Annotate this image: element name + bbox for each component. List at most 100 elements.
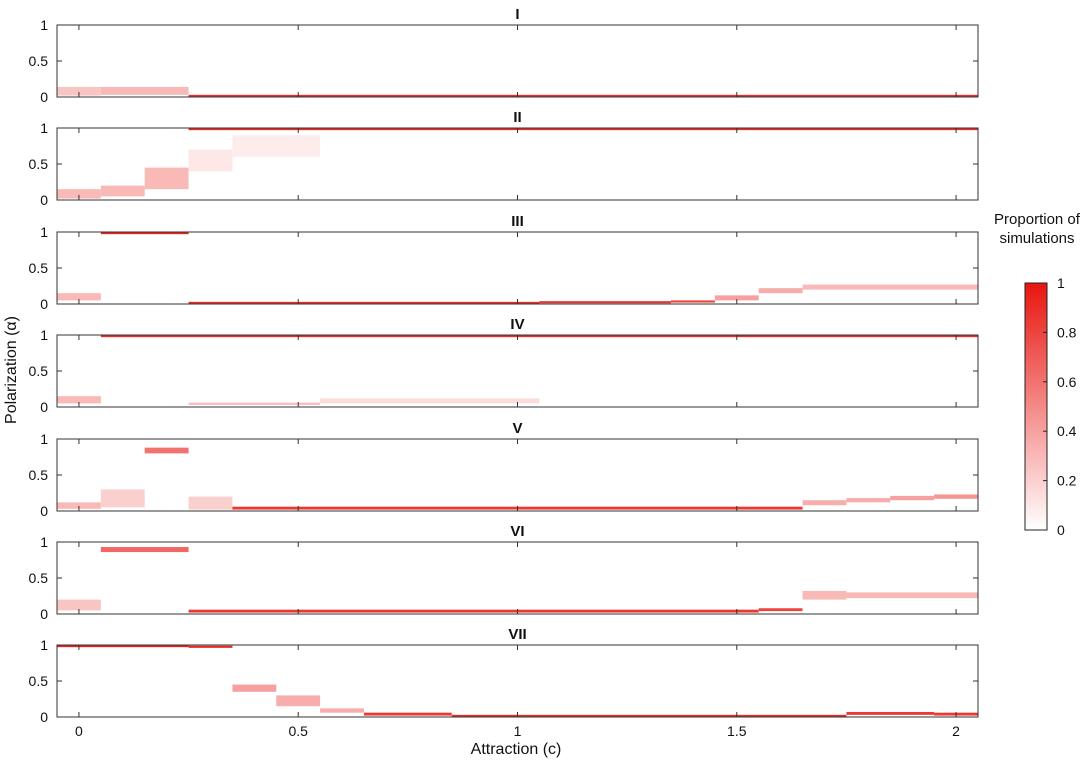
panel-3: III 0 0.5 1 bbox=[29, 213, 979, 312]
heat-cell bbox=[188, 128, 979, 131]
x-tick-label: 1 bbox=[514, 723, 522, 739]
heat-cell bbox=[232, 684, 277, 692]
y-tick-label: 0.5 bbox=[29, 570, 49, 586]
y-tick-label: 0 bbox=[40, 709, 48, 725]
heat-cell bbox=[188, 496, 233, 510]
heat-cell bbox=[846, 498, 891, 503]
panel-title: VI bbox=[510, 523, 524, 540]
heat-cell bbox=[100, 547, 189, 553]
y-tick-label: 0 bbox=[40, 89, 48, 105]
heat-cell bbox=[276, 695, 321, 707]
colorbar: 0 0.2 0.4 0.6 0.8 1 bbox=[1024, 275, 1077, 538]
panel-5: V 0 0.5 1 bbox=[29, 420, 979, 519]
heat-cell bbox=[320, 708, 364, 713]
heat-cell bbox=[100, 232, 189, 235]
heat-cell bbox=[802, 284, 978, 290]
heat-cell bbox=[890, 495, 935, 501]
panel-background bbox=[57, 645, 978, 717]
y-tick-label: 1 bbox=[40, 637, 48, 653]
heat-cell bbox=[57, 645, 189, 648]
y-tick-label: 1 bbox=[40, 431, 48, 447]
y-tick-label: 0.5 bbox=[29, 156, 49, 172]
y-tick-label: 1 bbox=[40, 120, 48, 136]
heat-cell bbox=[57, 599, 101, 611]
panel-title: V bbox=[512, 420, 522, 437]
x-tick-label: 0 bbox=[75, 723, 83, 739]
x-tick-label: 1.5 bbox=[727, 723, 747, 739]
panel-2: II 0 0.5 1 bbox=[29, 109, 979, 208]
colorbar-title: Proportion of simulations bbox=[994, 211, 1080, 247]
heat-cell bbox=[188, 149, 233, 172]
panel-background bbox=[57, 232, 978, 304]
x-tick-label: 2 bbox=[952, 723, 960, 739]
heat-cell bbox=[57, 86, 101, 96]
heat-cell bbox=[451, 714, 847, 717]
heat-cell bbox=[758, 288, 803, 294]
heat-cell bbox=[188, 94, 979, 97]
y-tick-label: 0 bbox=[40, 503, 48, 519]
panel-title: II bbox=[513, 109, 521, 126]
heat-cell bbox=[100, 185, 145, 197]
y-tick-label: 0 bbox=[40, 296, 48, 312]
panel-background bbox=[57, 25, 978, 97]
colorbar-tick-label: 0.6 bbox=[1057, 374, 1077, 390]
colorbar-tick-label: 0 bbox=[1057, 522, 1065, 538]
colorbar-tick-label: 0.8 bbox=[1057, 324, 1077, 340]
heat-cell bbox=[100, 86, 189, 95]
y-tick-label: 1 bbox=[40, 17, 48, 33]
panel-title: I bbox=[515, 6, 519, 23]
y-tick-label: 0.5 bbox=[29, 467, 49, 483]
y-tick-label: 0.5 bbox=[29, 363, 49, 379]
colorbar-tick-label: 0.4 bbox=[1057, 423, 1077, 439]
panel-4: IV 0 0.5 1 bbox=[29, 316, 979, 415]
heat-cell bbox=[671, 300, 715, 303]
heat-cell bbox=[100, 489, 145, 508]
heat-cell bbox=[802, 590, 847, 600]
y-axis-label: Polarization (α) bbox=[3, 316, 20, 424]
y-tick-label: 0 bbox=[40, 192, 48, 208]
y-tick-label: 1 bbox=[40, 224, 48, 240]
y-tick-label: 1 bbox=[40, 327, 48, 343]
heat-cell bbox=[758, 608, 803, 612]
panel-title: IV bbox=[510, 316, 524, 333]
heat-cell bbox=[57, 396, 101, 404]
panel-6: VI 0 0.5 1 bbox=[29, 523, 979, 622]
y-tick-label: 0.5 bbox=[29, 53, 49, 69]
heat-cell bbox=[188, 609, 759, 613]
panel-7: VII 0 0.5 1 bbox=[29, 626, 979, 725]
y-tick-label: 0.5 bbox=[29, 673, 49, 689]
heat-cell bbox=[846, 592, 978, 599]
heat-cell bbox=[232, 135, 321, 157]
heat-cell bbox=[188, 645, 233, 648]
x-tick-label: 0.5 bbox=[288, 723, 308, 739]
heat-cell bbox=[188, 402, 321, 405]
heat-cell bbox=[100, 335, 979, 338]
y-tick-label: 0 bbox=[40, 399, 48, 415]
heat-cell bbox=[539, 301, 671, 304]
panel-title: III bbox=[511, 213, 524, 230]
y-tick-label: 1 bbox=[40, 534, 48, 550]
colorbar-tick-label: 1 bbox=[1057, 275, 1065, 291]
heat-cell bbox=[802, 500, 847, 506]
heat-cell bbox=[57, 502, 101, 509]
heat-cell bbox=[934, 494, 978, 499]
heat-cell bbox=[144, 167, 189, 190]
panel-background bbox=[57, 542, 978, 614]
heat-cell bbox=[364, 712, 452, 716]
heat-cell bbox=[188, 301, 540, 304]
heat-cell bbox=[846, 711, 935, 715]
panel-title: VII bbox=[508, 626, 526, 643]
heat-cell bbox=[57, 189, 101, 199]
x-axis-label: Attraction (c) bbox=[471, 741, 562, 758]
colorbar-tick-label: 0.2 bbox=[1057, 473, 1077, 489]
panel-1: I 0 0.5 1 bbox=[29, 6, 979, 105]
colorbar-gradient bbox=[1024, 282, 1048, 531]
heat-cell bbox=[714, 295, 759, 301]
heat-cell bbox=[320, 398, 540, 404]
heat-cell bbox=[57, 293, 101, 301]
y-tick-label: 0.5 bbox=[29, 260, 49, 276]
y-tick-label: 0 bbox=[40, 606, 48, 622]
panel-background bbox=[57, 335, 978, 407]
heat-cell bbox=[144, 447, 189, 454]
